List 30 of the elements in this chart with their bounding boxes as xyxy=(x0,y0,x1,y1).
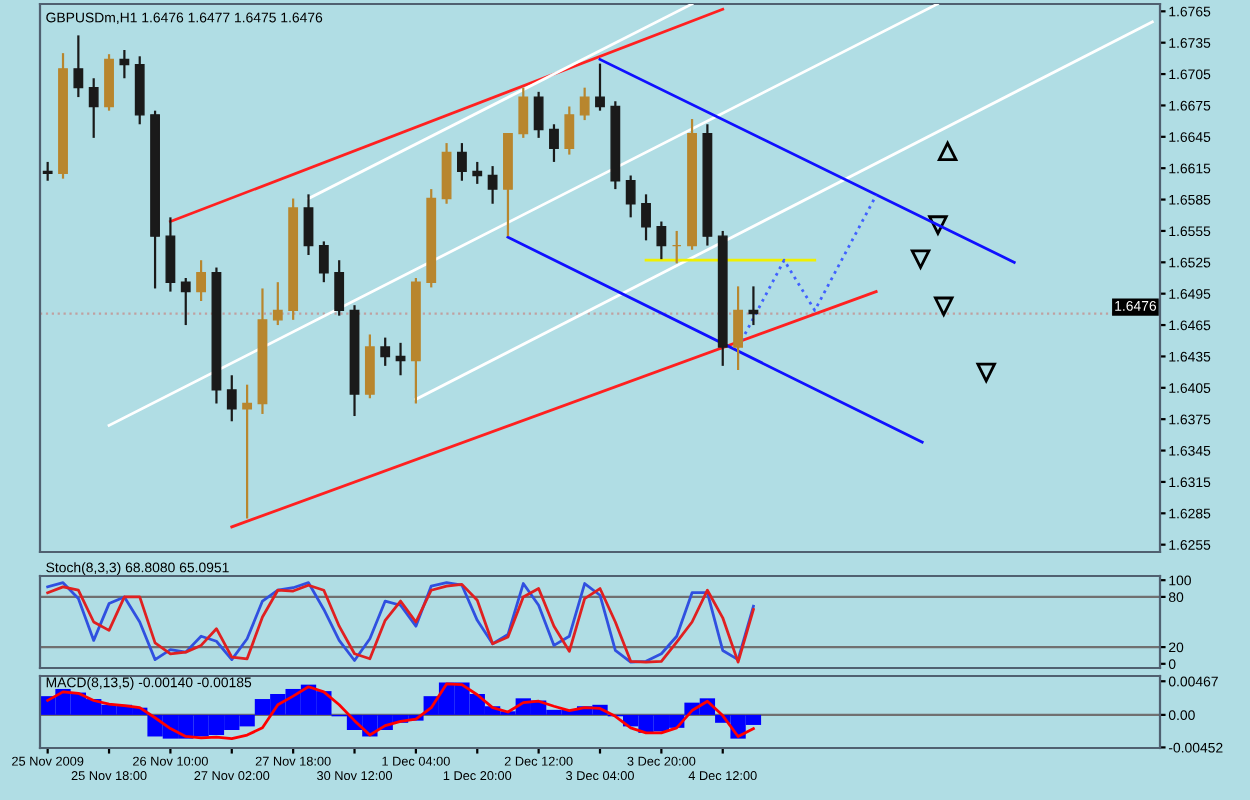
candlestick xyxy=(656,220,667,261)
candlestick xyxy=(226,374,237,423)
candlestick xyxy=(196,259,207,303)
candlestick xyxy=(472,160,483,185)
candlestick xyxy=(641,193,651,242)
candlestick xyxy=(334,259,345,317)
candlestick xyxy=(318,240,329,284)
candlestick xyxy=(564,105,575,156)
candlestick xyxy=(380,336,391,367)
candlestick xyxy=(88,77,99,139)
candlestick xyxy=(303,193,314,257)
candlestick xyxy=(733,285,743,372)
candlestick xyxy=(119,48,130,80)
candlestick xyxy=(549,123,559,164)
candlestick xyxy=(104,53,114,112)
candlestick xyxy=(272,281,283,327)
candlestick xyxy=(242,383,253,520)
candlestick xyxy=(518,86,529,139)
candlestick xyxy=(441,141,452,205)
candlestick xyxy=(625,174,636,219)
candlestick xyxy=(165,216,176,293)
candlestick xyxy=(579,86,590,122)
candlestick xyxy=(487,164,498,205)
candlestick xyxy=(457,141,467,182)
candlestick xyxy=(364,333,375,400)
candlestick xyxy=(42,160,53,182)
candlestick xyxy=(180,276,191,327)
candlestick xyxy=(595,62,605,112)
candlestick xyxy=(73,34,84,99)
candlestick xyxy=(533,90,544,139)
